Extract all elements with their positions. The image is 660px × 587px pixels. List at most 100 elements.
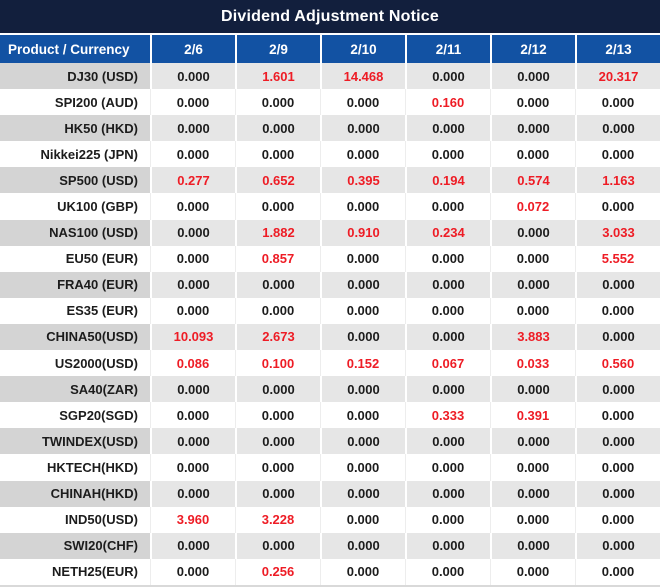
value-cell: 0.000	[320, 271, 405, 298]
product-cell: SWI20(CHF)	[0, 532, 150, 559]
table-row: HK50 (HKD) 0.000 0.000 0.000 0.000 0.000 0.000	[0, 115, 660, 142]
product-cell: US2000(USD)	[0, 350, 150, 377]
value-cell: 0.333	[405, 402, 490, 429]
value-cell: 0.000	[235, 115, 320, 142]
value-cell: 0.000	[235, 141, 320, 168]
value-cell: 0.000	[150, 297, 235, 324]
value-cell: 0.000	[405, 454, 490, 481]
value-cell: 5.552	[575, 245, 660, 272]
value-cell: 0.000	[320, 89, 405, 116]
product-cell: Nikkei225 (JPN)	[0, 141, 150, 168]
value-cell: 0.000	[405, 63, 490, 90]
value-cell: 0.000	[320, 532, 405, 559]
value-cell: 0.000	[490, 558, 575, 585]
value-cell: 0.000	[575, 89, 660, 116]
value-cell: 3.883	[490, 323, 575, 351]
value-cell: 0.000	[150, 89, 235, 116]
column-header-date: 2/11	[405, 35, 490, 63]
product-cell: IND50(USD)	[0, 506, 150, 533]
value-cell: 0.000	[405, 193, 490, 220]
value-cell: 0.000	[405, 271, 490, 298]
value-cell: 0.000	[490, 219, 575, 246]
product-cell: NAS100 (USD)	[0, 219, 150, 246]
product-cell: ES35 (EUR)	[0, 297, 150, 324]
value-cell: 0.000	[490, 115, 575, 142]
table-row: CHINA50(USD) 10.093 2.673 0.000 0.000 3.883 0.…	[0, 323, 660, 351]
value-cell: 0.000	[490, 141, 575, 168]
value-cell: 0.000	[150, 193, 235, 220]
product-cell: EU50 (EUR)	[0, 245, 150, 272]
value-cell: 0.000	[575, 193, 660, 220]
value-cell: 0.000	[150, 428, 235, 455]
value-cell: 0.000	[235, 271, 320, 298]
value-cell: 0.000	[320, 402, 405, 429]
value-cell: 0.000	[235, 428, 320, 455]
page-title: Dividend Adjustment Notice	[0, 0, 660, 33]
value-cell: 0.574	[490, 167, 575, 194]
product-cell: UK100 (GBP)	[0, 193, 150, 220]
value-cell: 0.000	[575, 271, 660, 298]
value-cell: 0.000	[575, 506, 660, 533]
product-cell: NETH25(EUR)	[0, 558, 150, 585]
value-cell: 1.601	[235, 63, 320, 90]
dividend-table: Product / Currency 2/6 2/9 2/10 2/11 2/12 2/13…	[0, 35, 660, 587]
table-body: DJ30 (USD) 0.000 1.601 14.468 0.000 0.000 20.3…	[0, 63, 660, 585]
value-cell: 0.000	[320, 141, 405, 168]
value-cell: 0.000	[575, 297, 660, 324]
value-cell: 0.000	[320, 115, 405, 142]
value-cell: 0.000	[490, 428, 575, 455]
value-cell: 0.652	[235, 167, 320, 194]
value-cell: 0.000	[235, 297, 320, 324]
value-cell: 0.000	[405, 297, 490, 324]
product-cell: TWINDEX(USD)	[0, 428, 150, 455]
value-cell: 0.000	[320, 428, 405, 455]
value-cell: 0.000	[405, 376, 490, 403]
value-cell: 0.000	[490, 89, 575, 116]
value-cell: 0.033	[490, 350, 575, 377]
value-cell: 0.000	[490, 480, 575, 507]
table-row: UK100 (GBP) 0.000 0.000 0.000 0.000 0.072 0.00…	[0, 193, 660, 220]
value-cell: 0.000	[490, 63, 575, 90]
product-cell: SP500 (USD)	[0, 167, 150, 194]
value-cell: 0.000	[150, 558, 235, 585]
value-cell: 0.152	[320, 350, 405, 377]
value-cell: 1.882	[235, 219, 320, 246]
table-row: FRA40 (EUR) 0.000 0.000 0.000 0.000 0.000 0.00…	[0, 271, 660, 298]
value-cell: 0.000	[150, 63, 235, 90]
column-header-date: 2/13	[575, 35, 660, 63]
column-header-date: 2/9	[235, 35, 320, 63]
product-cell: SPI200 (AUD)	[0, 89, 150, 116]
value-cell: 0.072	[490, 193, 575, 220]
product-cell: SGP20(SGD)	[0, 402, 150, 429]
value-cell: 0.000	[320, 506, 405, 533]
value-cell: 10.093	[150, 323, 235, 351]
table-row: CHINAH(HKD) 0.000 0.000 0.000 0.000 0.000 0.00…	[0, 480, 660, 507]
value-cell: 0.560	[575, 350, 660, 377]
value-cell: 0.194	[405, 167, 490, 194]
value-cell: 0.000	[575, 402, 660, 429]
value-cell: 0.000	[320, 376, 405, 403]
value-cell: 0.000	[575, 480, 660, 507]
value-cell: 0.000	[575, 428, 660, 455]
column-header-date: 2/12	[490, 35, 575, 63]
value-cell: 0.000	[405, 141, 490, 168]
product-cell: SA40(ZAR)	[0, 376, 150, 403]
value-cell: 0.000	[405, 115, 490, 142]
value-cell: 0.910	[320, 219, 405, 246]
table-row: ES35 (EUR) 0.000 0.000 0.000 0.000 0.000 0.000	[0, 297, 660, 324]
table-row: SPI200 (AUD) 0.000 0.000 0.000 0.160 0.000 0.0…	[0, 89, 660, 116]
value-cell: 0.000	[150, 219, 235, 246]
value-cell: 0.000	[405, 323, 490, 351]
value-cell: 0.000	[150, 480, 235, 507]
value-cell: 0.000	[575, 454, 660, 481]
value-cell: 0.000	[490, 532, 575, 559]
value-cell: 0.000	[405, 558, 490, 585]
column-header-date: 2/6	[150, 35, 235, 63]
value-cell: 0.000	[575, 532, 660, 559]
value-cell: 0.000	[490, 245, 575, 272]
value-cell: 0.277	[150, 167, 235, 194]
value-cell: 0.000	[575, 323, 660, 351]
value-cell: 0.000	[235, 376, 320, 403]
value-cell: 3.228	[235, 506, 320, 533]
table-row: SGP20(SGD) 0.000 0.000 0.000 0.333 0.391 0.000	[0, 402, 660, 429]
